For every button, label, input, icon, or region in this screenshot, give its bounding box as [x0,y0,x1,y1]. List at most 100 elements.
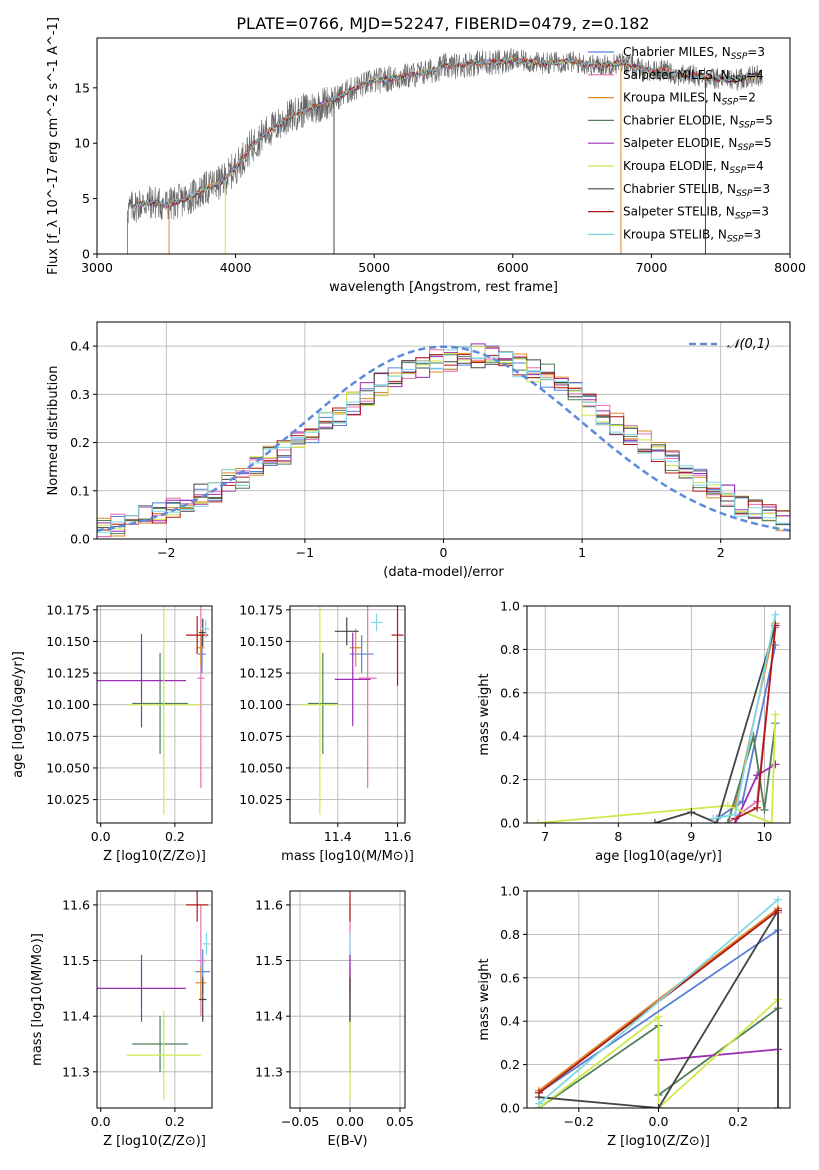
mass-weight-marker [709,814,718,823]
y-tick-label: 0.8 [500,642,520,657]
panel-weight-vs-age: 7 8 9 10 0.0 0.2 0.4 0.6 0.8 1.0 age [log10(age/yr… [477,599,791,864]
panel-age-vs-mass: 11.4 11.6 10.025 10.050 10.075 10.100 10.125 10… [239,602,414,864]
y-tick-label: 0.6 [500,970,520,985]
mass-weight-marker [771,710,780,719]
mass-weight-marker [771,610,780,619]
plot-area [301,606,404,815]
plot-area [97,343,790,539]
mass-weight-marker [534,1099,543,1108]
legend-normal-label: 𝒩(0,1) [727,337,770,352]
mass-weight-line [538,899,779,1105]
x-axis-label: E(B-V) [327,1134,367,1149]
panel-mass-vs-ebv: −0.05 0.00 0.05 11.3 11.4 11.5 11.6 E(B-V) [255,890,414,1149]
axes-frame [96,321,791,540]
mass-weight-marker [774,906,783,915]
y-tick-label: 0.0 [500,1101,520,1116]
y-tick-label: 0.4 [500,729,520,744]
x-tick-label: 0.2 [165,829,185,844]
x-axis-label: Z [log10(Z/Z⊙)] [103,849,206,864]
y-axis-label: Normed distribution [46,366,61,496]
y-tick-label: 0.4 [500,1014,520,1029]
panel-spectrum: 3000 4000 5000 6000 7000 8000 0 5 10 15 wavelength… [46,17,806,295]
y-tick-label: 10.150 [46,634,90,649]
x-axis-label: Z [log10(Z/Z⊙)] [103,1134,206,1149]
mass-weight-marker [687,808,696,817]
mass-weight-marker [731,810,740,819]
y-tick-label: 0.2 [500,772,520,787]
spectrum-data-line [127,48,763,224]
figure-title: PLATE=0766, MJD=52247, FIBERID=0479, z=0… [236,14,649,33]
y-tick-label: 11.6 [255,897,283,912]
x-tick-label: −2 [157,545,175,560]
y-axis-label: Flux [f_λ 10^-17 erg cm^-2 s^-1 A^-1] [46,17,61,275]
y-axis-label: mass weight [477,958,492,1040]
y-axis-label: mass [log10(M/M⊙)] [30,933,45,1066]
y-tick-label: 0.6 [500,685,520,700]
y-tick-label: 11.3 [62,1064,90,1079]
mass-weight-line [654,625,777,823]
y-tick-label: 10 [74,136,90,151]
x-axis-label: mass [log10(M/M⊙)] [281,849,414,864]
legend-entry: Chabrier MILES, NSSP=3 [623,45,765,62]
mass-weight-marker [712,819,721,823]
histogram-step [97,346,790,539]
x-tick-label: −0.2 [564,1114,594,1129]
axes-frame [96,37,791,255]
mass-weight-line [727,723,777,823]
plot-area [534,895,783,1108]
y-tick-label: 11.4 [62,1009,90,1024]
axes-frame [289,890,406,1109]
x-tick-label: 8 [614,829,622,844]
y-tick-label: 11.5 [255,953,283,968]
plot-area [533,610,780,823]
y-tick-label: 11.5 [62,953,90,968]
x-axis-label: Z [log10(Z/Z⊙)] [607,1134,710,1149]
mass-weight-line [538,998,779,1108]
x-tick-label: 0.0 [91,829,111,844]
y-tick-label: 10.175 [239,602,283,617]
x-tick-label: 0.2 [728,1114,748,1129]
panel-mass-vs-z: 0.0 0.2 11.3 11.4 11.5 11.6 Z [log10(Z/Z⊙)] mas… [30,890,213,1149]
y-tick-label: 0 [82,247,90,262]
mass-weight-marker [533,819,542,823]
x-tick-label: 0.05 [386,1114,414,1129]
y-tick-label: 11.3 [255,1064,283,1079]
legend-entry: Salpeter STELIB, NSSP=3 [623,205,769,222]
panel-weight-vs-z: −0.2 0.0 0.2 0.0 0.2 0.4 0.6 0.8 1.0 Z [log10(Z/Z… [477,884,791,1149]
spectrum-legend: Chabrier MILES, NSSP=3 Salpeter MILES, NS… [588,45,773,244]
y-tick-label: 10.150 [239,634,283,649]
x-tick-label: 4000 [220,260,252,275]
y-tick-label: 0.0 [70,532,90,547]
axes-frame [526,605,791,824]
panel-age-vs-z: 0.0 0.2 10.025 10.050 10.075 10.100 10.125 10.1… [11,602,213,864]
x-tick-label: 0.00 [336,1114,364,1129]
y-tick-label: 11.6 [62,897,90,912]
y-tick-label: 11.4 [255,1009,283,1024]
plot-area [97,891,211,1100]
legend-entry: Salpeter MILES, NSSP=4 [623,68,764,85]
y-axis-label: mass weight [477,673,492,755]
plot-area [127,48,763,254]
mass-weight-marker [723,819,732,823]
mass-weight-marker [774,895,783,904]
x-tick-label: 6000 [497,260,529,275]
y-tick-label: 10.175 [46,602,90,617]
x-tick-label: 3000 [81,260,113,275]
x-tick-label: 7000 [635,260,667,275]
panel-residuals: −2 −1 0 1 2 0.0 0.1 0.2 0.3 0.4 (data-model)/error… [46,321,791,580]
x-tick-label: 9 [687,829,695,844]
y-tick-label: 0.3 [70,387,90,402]
x-tick-label: 11.4 [324,829,352,844]
mass-weight-marker [654,1012,663,1021]
axes-frame [96,605,213,824]
mass-weight-line [538,907,779,1108]
y-tick-label: 0.4 [70,339,90,354]
legend-entry: Chabrier ELODIE, NSSP=5 [623,113,773,130]
y-tick-label: 10.125 [239,666,283,681]
x-tick-label: 11.6 [384,829,412,844]
y-tick-label: 10.050 [239,760,283,775]
mass-weight-marker [654,1104,663,1108]
x-tick-label: 0.0 [91,1114,111,1129]
